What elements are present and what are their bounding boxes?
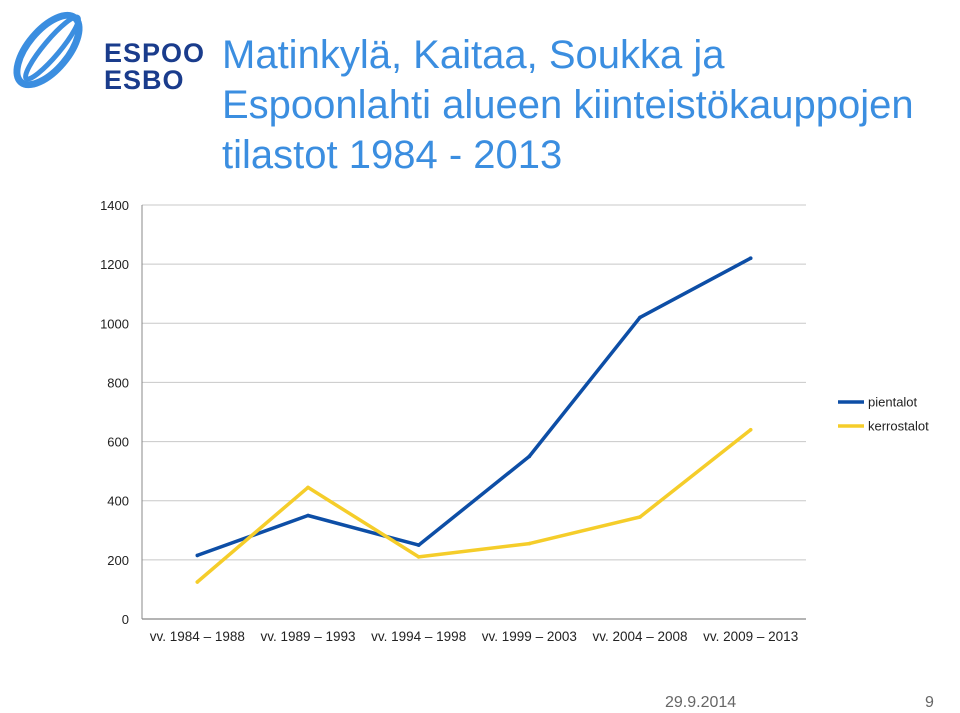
series-line-kerrostalot — [195, 427, 753, 584]
logo-text-espoo: ESPOO — [104, 38, 206, 68]
data-point-kerrostalot — [638, 515, 642, 519]
y-tick-label: 1000 — [100, 316, 129, 331]
x-tick-label: vv. 1989 – 1993 — [260, 629, 355, 644]
data-point-kerrostalot — [527, 541, 532, 546]
x-tick-label: vv. 1999 – 2003 — [482, 629, 577, 644]
data-point-kerrostalot — [195, 580, 200, 584]
data-point-pientalot — [306, 513, 310, 518]
title-line-3: tilastot 1984 - 2013 — [222, 133, 563, 177]
series-line-pientalot — [195, 256, 753, 558]
espoo-logo: ESPOO ESBO — [0, 0, 204, 100]
title-line-1: Matinkylä, Kaitaa, Soukka ja — [222, 33, 725, 77]
data-point-kerrostalot — [748, 427, 753, 432]
logo-text-esbo: ESBO — [104, 65, 185, 95]
footer-page-number: 9 — [925, 694, 934, 711]
slide-title: Matinkylä, Kaitaa, Soukka ja Espoonlahti… — [222, 30, 952, 180]
y-tick-label: 600 — [107, 435, 129, 450]
legend-label-kerrostalot: kerrostalot — [868, 419, 929, 434]
data-point-kerrostalot — [416, 555, 421, 559]
espoo-logo-mark-icon — [13, 11, 83, 89]
y-tick-label: 0 — [122, 612, 129, 627]
data-point-pientalot — [527, 454, 532, 459]
y-tick-label: 1400 — [100, 198, 129, 213]
x-tick-label: vv. 2009 – 2013 — [703, 629, 798, 644]
data-point-pientalot — [195, 553, 200, 558]
y-tick-label: 200 — [107, 553, 129, 568]
y-tick-label: 400 — [107, 494, 129, 509]
x-tick-label: vv. 1994 – 1998 — [371, 629, 466, 644]
y-tick-label: 1200 — [100, 257, 129, 272]
data-point-pientalot — [748, 256, 753, 261]
legend-label-pientalot: pientalot — [868, 395, 918, 410]
data-point-pientalot — [416, 543, 421, 547]
y-tick-label: 800 — [107, 375, 129, 390]
x-tick-label: vv. 2004 – 2008 — [592, 629, 687, 644]
title-line-2: Espoonlahti alueen kiinteistökauppojen — [222, 83, 914, 127]
data-point-kerrostalot — [306, 485, 310, 490]
x-tick-label: vv. 1984 – 1988 — [150, 629, 245, 644]
footer-date: 29.9.2014 — [665, 694, 737, 711]
data-point-pientalot — [638, 315, 642, 320]
